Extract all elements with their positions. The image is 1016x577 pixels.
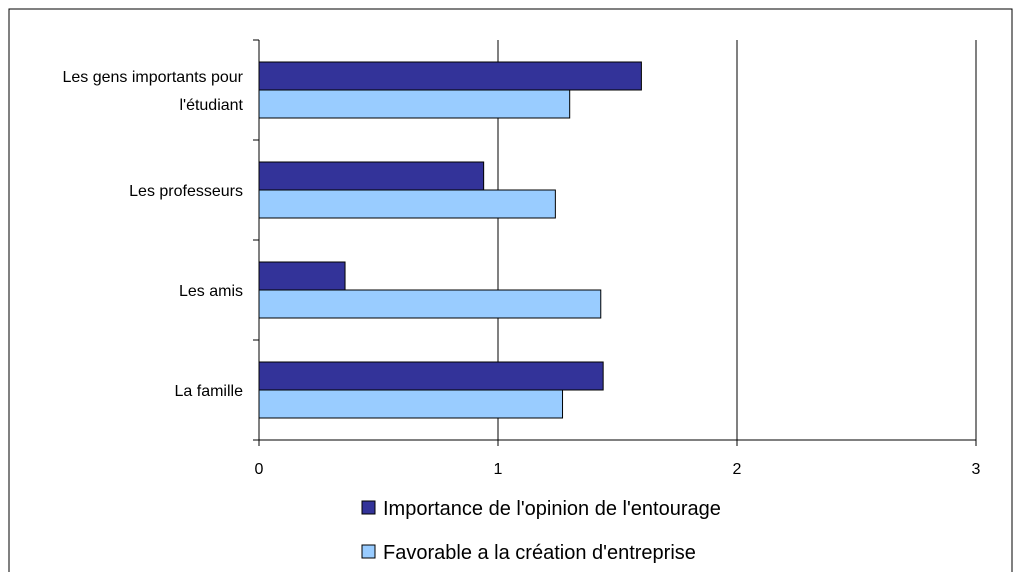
category-label: La famille	[175, 383, 244, 400]
bar-favorable	[258, 189, 556, 219]
axes	[253, 39, 977, 446]
x-tick-label: 1	[494, 461, 503, 478]
category-label: Les amis	[179, 283, 243, 300]
legend-label: Importance de l'opinion de l'entourage	[383, 498, 721, 520]
x-tick-label: 2	[733, 461, 742, 478]
category-label: Les professeurs	[129, 183, 243, 200]
bar-importance	[258, 261, 346, 291]
category-label: l'étudiant	[179, 97, 243, 114]
x-tick-label: 0	[255, 461, 264, 478]
legend: Importance de l'opinion de l'entourage Fa…	[361, 498, 721, 564]
bar-favorable	[258, 89, 571, 119]
labels: 0 1 2 3 Les gens importants pour l'étudiant Le…	[62, 69, 980, 478]
legend-swatch	[361, 500, 376, 515]
bar-importance	[258, 61, 642, 91]
bar-importance	[258, 161, 485, 191]
legend-label: Favorable a la création d'entreprise	[383, 542, 696, 564]
category-label: Les gens importants pour	[62, 69, 243, 86]
bar-favorable	[258, 289, 602, 319]
bar-favorable	[258, 389, 564, 419]
bars	[258, 61, 642, 419]
legend-swatch	[361, 544, 376, 559]
bar-importance	[258, 361, 604, 391]
x-tick-label: 3	[972, 461, 981, 478]
